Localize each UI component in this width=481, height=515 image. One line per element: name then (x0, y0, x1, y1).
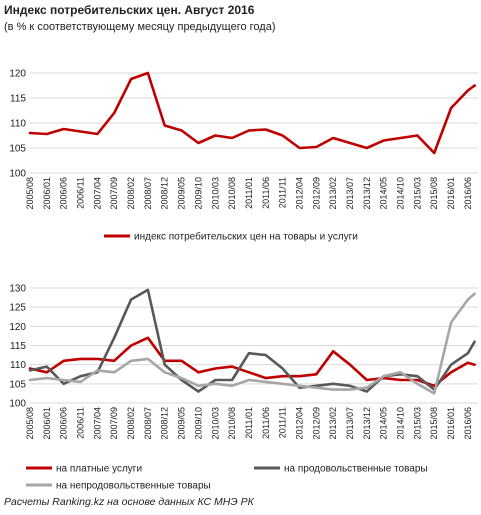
x-tick-label: 2013/12 (362, 407, 372, 440)
y-tick-label: 130 (9, 284, 26, 295)
x-tick-label: 2011/06 (261, 407, 271, 439)
x-tick-label: 2008/02 (126, 407, 136, 440)
legend-label: индекс потребительских цен на товары и у… (134, 231, 358, 243)
y-tick-label: 120 (9, 322, 26, 333)
x-tick-label: 2009/05 (177, 177, 187, 210)
x-tick-label: 2005/08 (25, 177, 35, 210)
x-tick-label: 2010/03 (210, 407, 220, 440)
x-tick-label: 2015/08 (429, 177, 439, 210)
x-tick-label: 2011/06 (261, 177, 271, 209)
x-tick-label: 2011/11 (278, 177, 288, 208)
x-tick-label: 2008/12 (160, 407, 170, 440)
x-tick-label: 2006/11 (76, 177, 86, 209)
x-tick-label: 2008/07 (143, 177, 153, 210)
x-tick-label: 2009/05 (177, 407, 187, 440)
y-tick-label: 115 (10, 94, 26, 105)
x-tick-label: 2010/08 (227, 407, 237, 440)
x-tick-label: 2016/06 (463, 177, 473, 210)
series-line-sub-0 (28, 336, 476, 388)
x-tick-label: 2013/07 (345, 407, 355, 440)
x-tick-label: 2009/10 (193, 177, 203, 210)
legend-label: на непродовольственные товары (56, 481, 211, 492)
x-tick-label: 2013/02 (328, 177, 338, 210)
x-tick-label: 2011/11 (278, 407, 288, 438)
x-tick-label: 2014/10 (396, 407, 406, 440)
x-tick-label: 2007/09 (109, 407, 119, 440)
x-tick-label: 2014/10 (396, 177, 406, 210)
x-tick-label: 2006/06 (59, 407, 69, 440)
x-tick-label: 2016/01 (446, 177, 456, 210)
series-line-sub-2 (28, 292, 476, 395)
x-tick-label: 2008/07 (143, 407, 153, 440)
legend-label: на платные услуги (56, 464, 142, 475)
series-line-cpi-0 (28, 71, 476, 155)
x-tick-label: 2015/08 (429, 407, 439, 440)
x-tick-label: 2005/08 (25, 407, 35, 440)
x-tick-label: 2012/04 (294, 407, 304, 440)
series-line-sub-1 (28, 288, 476, 393)
x-tick-label: 2012/09 (311, 177, 321, 210)
x-tick-label: 2014/05 (379, 177, 389, 210)
y-tick-label: 110 (10, 360, 26, 371)
x-tick-label: 2012/09 (311, 407, 321, 440)
x-tick-label: 2016/06 (463, 407, 473, 440)
x-tick-label: 2007/04 (92, 407, 102, 440)
x-tick-label: 2007/04 (92, 177, 102, 210)
x-tick-label: 2010/03 (210, 177, 220, 210)
y-tick-label: 110 (10, 119, 26, 130)
x-tick-label: 2015/03 (412, 407, 422, 440)
x-tick-label: 2006/01 (42, 177, 52, 210)
x-tick-label: 2013/07 (345, 177, 355, 210)
x-tick-label: 2011/01 (244, 177, 254, 209)
y-tick-label: 120 (9, 69, 26, 80)
x-tick-label: 2010/08 (227, 177, 237, 210)
x-tick-label: 2015/03 (412, 177, 422, 210)
x-tick-label: 2011/01 (244, 407, 254, 439)
y-tick-label: 115 (10, 341, 26, 352)
legend-label: на продовольственные товары (284, 464, 428, 475)
source-note: Расчеты Ranking.kz на основе данных КС М… (4, 496, 254, 508)
chart-subtitle: (в % к соответствующему месяцу предыдуще… (4, 21, 276, 33)
chart-title: Индекс потребительских цен. Август 2016 (4, 3, 255, 17)
x-tick-label: 2016/01 (446, 407, 456, 440)
y-tick-label: 100 (9, 399, 26, 410)
x-tick-label: 2008/02 (126, 177, 136, 210)
x-tick-label: 2007/09 (109, 177, 119, 210)
x-tick-label: 2009/10 (193, 407, 203, 440)
y-tick-label: 100 (9, 169, 26, 180)
charts-canvas: 100 105 110 115 120 2005/08 2006/01 2006/06 2006… (9, 69, 478, 492)
x-tick-label: 2013/02 (328, 407, 338, 440)
x-tick-label: 2006/01 (42, 407, 52, 440)
x-tick-label: 2012/04 (294, 177, 304, 210)
x-tick-label: 2008/12 (160, 177, 170, 210)
y-tick-label: 105 (9, 144, 26, 155)
x-tick-label: 2006/06 (59, 177, 69, 210)
x-tick-label: 2013/12 (362, 177, 372, 210)
x-tick-label: 2014/05 (379, 407, 389, 440)
x-tick-label: 2006/11 (76, 407, 86, 439)
y-tick-label: 105 (9, 379, 26, 390)
y-tick-label: 125 (9, 303, 26, 314)
